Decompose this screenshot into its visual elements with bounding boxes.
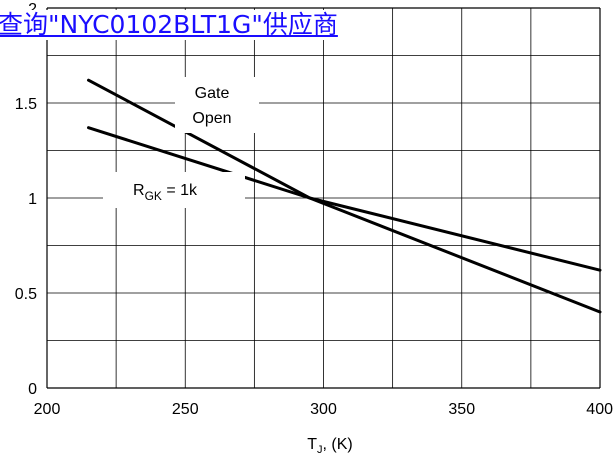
x-tick-label: 400 [586, 401, 613, 418]
rgk-value: = 1k [162, 182, 198, 199]
y-tick-labels: 0 0.5 1 1.5 2 [15, 1, 37, 398]
x-tick-label: 250 [172, 401, 199, 418]
x-axis-label: TJ, (K) [307, 436, 353, 456]
y-tick-label: 0 [28, 381, 37, 398]
x-tick-label: 200 [34, 401, 61, 418]
gate-open-label-line1: Gate [195, 85, 230, 102]
grid [46, 7, 601, 389]
x-axis-label-t: T [307, 436, 317, 453]
gate-open-label-bg [175, 77, 259, 133]
y-tick-label: 2 [28, 1, 37, 18]
supplier-query-link[interactable]: 查询"NYC0102BLT1G"供应商 [0, 10, 338, 40]
y-tick-label: 1 [28, 191, 37, 208]
rgk-symbol: R [133, 182, 145, 199]
gate-open-label-line2: Open [192, 110, 231, 127]
series-line-rgk-1k [87, 126, 602, 272]
series-lines [87, 78, 602, 314]
x-tick-label: 300 [310, 401, 337, 418]
y-tick-label: 0.5 [15, 286, 37, 303]
rgk-label-bg [103, 172, 245, 208]
x-tick-labels: 200 250 300 350 400 [34, 401, 613, 418]
x-tick-label: 350 [448, 401, 475, 418]
x-axis-label-unit: , (K) [323, 436, 353, 453]
rgk-subscript: GK [145, 189, 162, 203]
rgk-label: RGK = 1k [133, 182, 198, 203]
y-tick-label: 1.5 [15, 96, 37, 113]
x-axis-label-sub: J [317, 444, 323, 456]
